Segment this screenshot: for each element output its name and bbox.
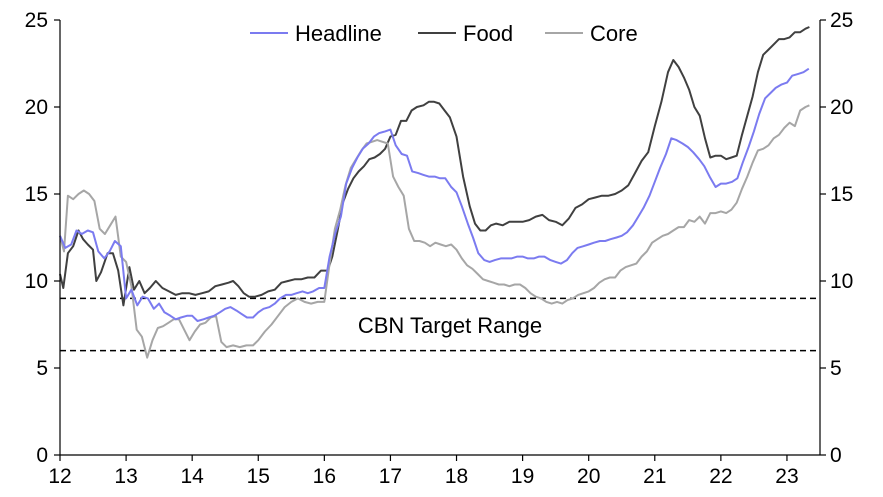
y-right-tick-label: 5	[830, 357, 842, 380]
y-left-tick-label: 10	[25, 270, 48, 293]
x-tick-label: 15	[247, 465, 270, 488]
x-tick-label: 20	[577, 465, 600, 488]
series-line-core	[59, 104, 810, 359]
x-tick-label: 21	[643, 465, 666, 488]
y-right-tick-label: 15	[830, 183, 853, 206]
legend-label-core: Core	[590, 21, 638, 46]
x-tick-label: 17	[379, 465, 402, 488]
series-line-headline	[59, 67, 810, 322]
y-right-tick-label: 10	[830, 270, 853, 293]
legend-label-food: Food	[463, 21, 513, 46]
series-line-food	[59, 26, 810, 307]
y-left-tick-label: 25	[25, 9, 48, 32]
y-left-tick-label: 15	[25, 183, 48, 206]
target-range-annotation: CBN Target Range	[358, 313, 542, 338]
y-left-tick-label: 5	[36, 357, 48, 380]
y-left-tick-label: 0	[36, 444, 48, 467]
x-tick-label: 14	[180, 465, 204, 488]
y-right-tick-label: 0	[830, 444, 842, 467]
x-tick-label: 23	[775, 465, 798, 488]
chart-legend: Headline Food Core	[250, 21, 638, 46]
y-right-tick-label: 25	[830, 9, 853, 32]
legend-label-headline: Headline	[295, 21, 382, 46]
x-tick-label: 16	[313, 465, 336, 488]
x-tick-label: 13	[114, 465, 137, 488]
x-tick-label: 19	[511, 465, 534, 488]
x-tick-label: 18	[445, 465, 468, 488]
x-tick-label: 12	[48, 465, 71, 488]
y-left-tick-label: 20	[25, 96, 48, 119]
x-tick-label: 22	[709, 465, 732, 488]
y-right-tick-label: 20	[830, 96, 853, 119]
